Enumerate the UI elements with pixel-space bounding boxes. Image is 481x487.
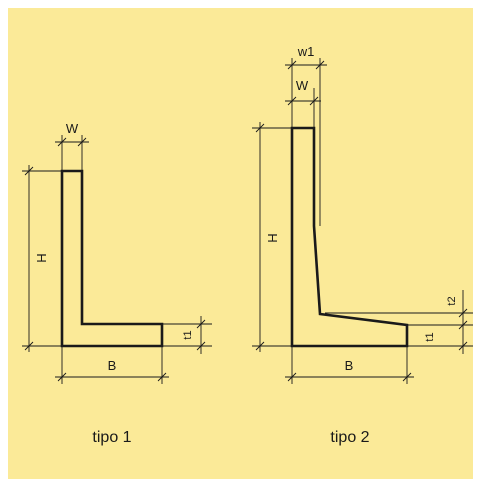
diagram-panel bbox=[8, 8, 473, 479]
type2-b-dimension: B bbox=[285, 347, 414, 384]
type2-label-w: W bbox=[296, 78, 309, 93]
type2-t-dimensions: t2 t1 bbox=[325, 290, 473, 354]
type1-diagram: W H B t1 tipo 1 bbox=[22, 121, 212, 446]
type1-label-b: B bbox=[108, 358, 117, 373]
type2-label-w1: w1 bbox=[297, 44, 315, 59]
type1-w-dimension: W bbox=[55, 121, 89, 170]
type1-label-h: H bbox=[34, 253, 49, 262]
type1-h-dimension: H bbox=[22, 165, 61, 352]
type2-w1-dimension: w1 bbox=[285, 44, 327, 226]
type2-label-b: B bbox=[345, 358, 354, 373]
type1-label-w: W bbox=[66, 121, 79, 136]
type2-diagram: w1 W H B bbox=[252, 44, 473, 446]
type1-b-dimension: B bbox=[55, 347, 169, 384]
type1-t1-dimension: t1 bbox=[163, 316, 212, 354]
type1-label-t1: t1 bbox=[182, 330, 194, 339]
type1-caption: tipo 1 bbox=[92, 429, 131, 446]
type2-w-dimension: W bbox=[285, 78, 321, 127]
type2-label-t1: t1 bbox=[424, 332, 436, 341]
type1-wall-outline bbox=[60, 169, 164, 348]
type2-label-t2: t2 bbox=[446, 296, 458, 305]
type2-label-h: H bbox=[265, 233, 280, 242]
type2-caption: tipo 2 bbox=[330, 429, 369, 446]
type2-wall-outline bbox=[290, 126, 409, 348]
type2-h-dimension: H bbox=[252, 122, 291, 352]
